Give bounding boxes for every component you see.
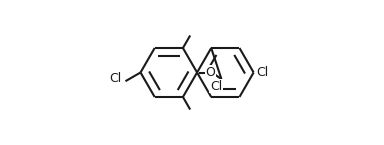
Text: Cl: Cl [256,66,268,79]
Text: Cl: Cl [210,80,222,93]
Text: Cl: Cl [109,72,122,85]
Text: O: O [205,66,215,79]
